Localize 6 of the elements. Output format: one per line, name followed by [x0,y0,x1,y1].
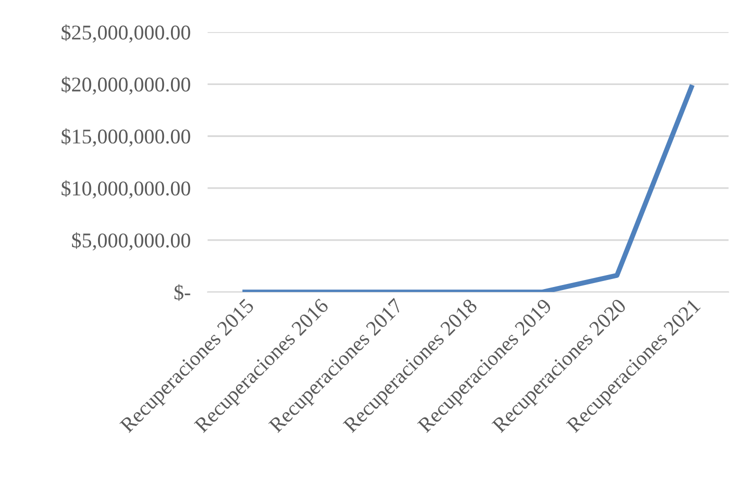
y-tick-label: $20,000,000.00 [62,76,190,95]
y-tick-label: $5,000,000.00 [72,232,190,251]
y-tick-label: $- [174,284,190,301]
y-tick-label: $15,000,000.00 [62,128,190,147]
y-tick-label: $25,000,000.00 [62,24,190,43]
y-tick-label: $10,000,000.00 [62,180,190,199]
